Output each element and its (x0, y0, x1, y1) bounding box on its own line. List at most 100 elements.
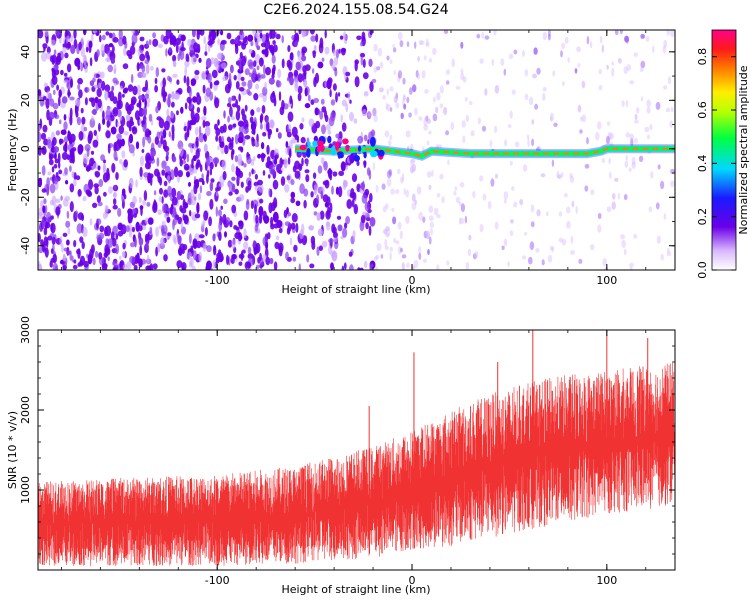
spectrogram-speckle-spot (144, 233, 148, 244)
spectrogram-speckle-spot (646, 134, 650, 140)
spectrogram-speckle-spot (220, 39, 227, 45)
spectrogram-speckle-spot (369, 217, 376, 227)
spectrogram-speckle-spot (254, 32, 259, 38)
spectrogram-speckle-spot (561, 42, 566, 49)
spectrogram-speckle-spot (144, 128, 151, 138)
spectrogram-speckle-spot (304, 87, 308, 97)
spectrogram-speckle-spot (391, 207, 395, 212)
spectrogram-speckle-spot (211, 69, 218, 79)
spectrogram-speckle-spot (168, 77, 172, 83)
spectrogram-speckle-spot (429, 221, 435, 229)
spectrogram-speckle-spot (608, 157, 611, 164)
spectrogram-speckle-spot (155, 246, 159, 257)
spectrogram-speckle-spot (58, 119, 62, 125)
spectrogram-speckle-spot (553, 122, 558, 128)
spectrogram-speckle-spot (360, 57, 364, 66)
spectrogram-speckle-spot (265, 161, 270, 169)
spectrogram-speckle-spot (253, 93, 259, 101)
snr-y-tick-label: 2000 (19, 396, 32, 424)
spectrogram-speckle-spot (183, 163, 190, 171)
spectrogram-speckle-spot (423, 230, 428, 239)
spectrogram-speckle-spot (190, 258, 194, 268)
carrier-onset-blob (353, 155, 361, 162)
spectrogram-speckle-spot (119, 85, 123, 91)
spectrogram-speckle-spot (38, 177, 42, 188)
spectrogram-speckle-spot (130, 99, 136, 106)
spectrogram-speckle-spot (229, 220, 233, 228)
spectrogram-speckle-spot (386, 55, 390, 61)
spectrogram-speckle-spot (406, 96, 410, 104)
spectrogram-speckle-spot (110, 126, 117, 135)
spectrogram-speckle-spot (313, 184, 318, 195)
spectrogram-speckle-spot (142, 199, 147, 206)
spectrogram-speckle-spot (89, 57, 93, 67)
carrier-onset-blob (363, 151, 367, 159)
spectrogram-speckle-spot (666, 30, 670, 36)
spectrogram-speckle-spot (292, 256, 297, 262)
spectrogram-speckle-spot (162, 77, 166, 88)
spectrogram-speckle-spot (209, 198, 214, 210)
spectrogram-speckle-spot (634, 119, 639, 124)
spectrogram-speckle-spot (341, 265, 345, 270)
spectrogram-speckle-spot (248, 171, 252, 177)
spectrogram-speckle-spot (392, 43, 395, 49)
spectrogram-y-tick-label: -20 (19, 188, 32, 206)
spectrogram-speckle-spot (54, 114, 60, 120)
spectrogram-speckle-spot (614, 177, 619, 182)
spectrogram-speckle-spot (152, 263, 158, 270)
spectrogram-speckle-spot (191, 158, 194, 166)
spectrogram-speckle-spot (320, 98, 325, 105)
spectrogram-speckle-spot (611, 61, 615, 66)
spectrogram-speckle-spot (351, 198, 355, 208)
spectrogram-speckle-spot (503, 191, 508, 200)
spectrogram-speckle-spot (240, 76, 245, 82)
spectrogram-speckle-spot (184, 66, 188, 77)
spectrogram-speckle-spot (87, 191, 91, 196)
spectrogram-speckle-spot (238, 93, 241, 102)
spectrogram-speckle-spot (577, 104, 582, 113)
carrier-onset-blob (307, 141, 311, 147)
spectrogram-speckle-spot (371, 78, 377, 83)
spectrogram-speckle-spot (241, 42, 247, 50)
spectrogram-speckle-spot (61, 96, 68, 104)
spectrogram-speckle-spot (67, 227, 71, 235)
spectrogram-speckle-spot (329, 202, 333, 214)
spectrogram-speckle-spot (382, 205, 387, 213)
spectrogram-speckle-spot (108, 43, 114, 48)
spectrogram-speckle-spot (648, 206, 653, 213)
spectrogram-speckle-spot (132, 208, 136, 214)
spectrogram-speckle-spot (384, 245, 389, 251)
spectrogram-speckle-spot (76, 116, 82, 126)
spectrogram-speckle-spot (362, 58, 366, 68)
spectrogram-speckle-spot (519, 199, 524, 206)
spectrogram-speckle-spot (309, 263, 315, 269)
spectrogram-speckle-spot (494, 85, 500, 94)
spectrogram-speckle-spot (353, 203, 358, 215)
spectrogram-speckle-spot (354, 76, 360, 88)
spectrogram-speckle-spot (41, 165, 46, 176)
spectrogram-speckle-spot (375, 254, 380, 260)
spectrogram-speckle-spot (576, 46, 581, 53)
spectrogram-speckle-spot (102, 117, 106, 125)
spectrogram-speckle-spot (161, 225, 165, 235)
spectrogram-speckle-spot (331, 185, 334, 195)
spectrogram-speckle-spot (629, 133, 635, 140)
spectrogram-speckle-spot (670, 30, 675, 38)
spectrogram-speckle-spot (278, 227, 283, 234)
spectrogram-speckle-spot (385, 102, 389, 111)
spectrogram-speckle-spot (149, 226, 153, 234)
spectrogram-speckle-spot (171, 187, 177, 198)
spectrogram-speckle-spot (112, 204, 118, 210)
spectrogram-speckle-spot (614, 30, 619, 36)
spectrogram-speckle-spot (459, 218, 465, 225)
spectrogram-speckle-spot (425, 115, 429, 122)
spectrogram-speckle-spot (93, 129, 98, 136)
spectrogram-speckle-spot (46, 109, 50, 121)
spectrogram-speckle-spot (234, 134, 239, 145)
spectrogram-speckle-spot (138, 99, 142, 110)
spectrogram-speckle-spot (390, 188, 395, 195)
spectrogram-speckle-spot (566, 206, 571, 214)
spectrogram-speckle-spot (65, 220, 71, 228)
spectrogram-speckle-spot (40, 132, 47, 140)
spectrogram-speckle-spot (122, 251, 126, 258)
